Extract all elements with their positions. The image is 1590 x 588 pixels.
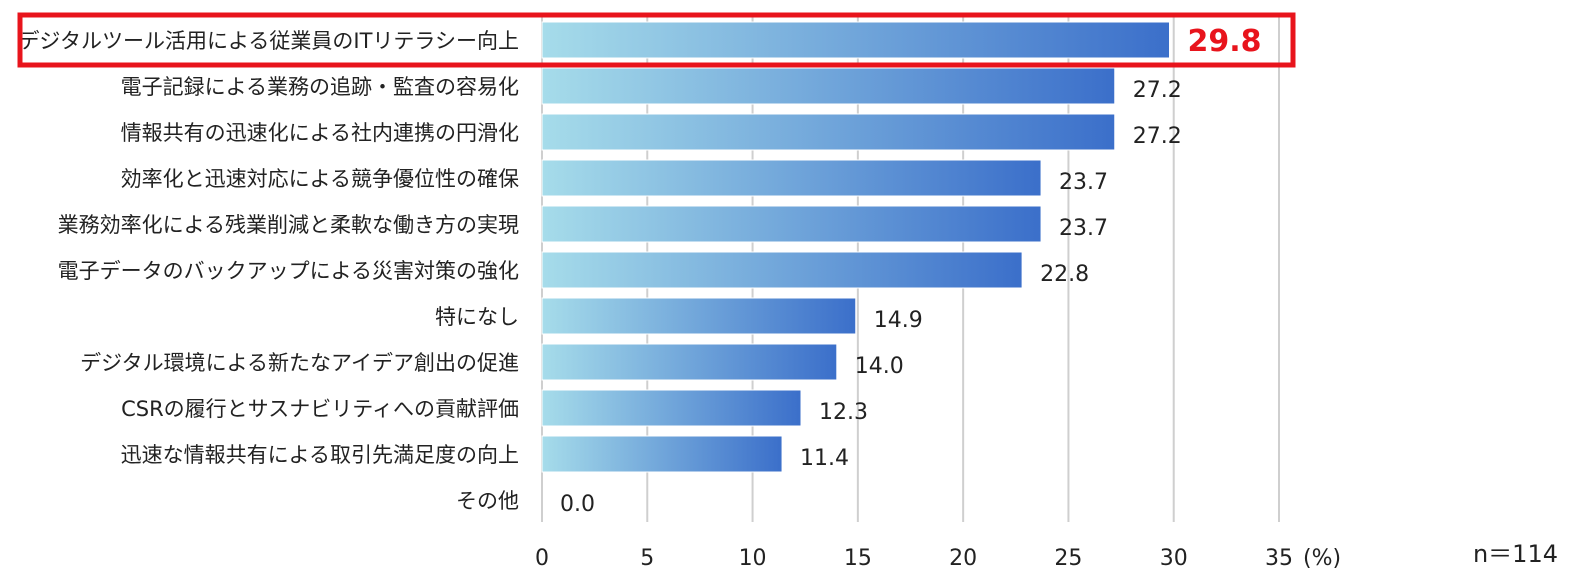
bar [541, 21, 1171, 59]
x-tick-label: 35 [1265, 546, 1293, 571]
data-label: 0.0 [560, 492, 595, 517]
data-label: 27.2 [1133, 78, 1182, 103]
highlight-box [17, 12, 1296, 68]
data-label: 11.4 [800, 446, 849, 471]
x-tick-label: 10 [739, 546, 767, 571]
sample-size-label: n＝114 [1473, 540, 1558, 568]
category-label: 電子記録による業務の追跡・監査の容易化 [121, 75, 519, 99]
category-label: 電子データのバックアップによる災害対策の強化 [58, 259, 519, 283]
data-label: 14.0 [855, 354, 904, 379]
bar [541, 113, 1116, 151]
data-label: 14.9 [874, 308, 923, 333]
bar [541, 205, 1042, 243]
category-label: 情報共有の迅速化による社内連携の円滑化 [121, 121, 519, 145]
category-label: デジタルツール活用による従業員のITリテラシー向上 [18, 29, 519, 53]
labels: デジタルツール活用による従業員のITリテラシー向上 29.8 電子記録による業務の追… [17, 12, 1296, 517]
bar [541, 67, 1116, 105]
x-axis-unit: (%) [1303, 546, 1341, 571]
category-label: デジタル環境による新たなアイデア創出の促進 [80, 351, 519, 375]
data-label: 12.3 [819, 400, 868, 425]
data-label: 23.7 [1059, 170, 1108, 195]
x-tick-label: 20 [949, 546, 977, 571]
data-label: 23.7 [1059, 216, 1108, 241]
data-label: 27.2 [1133, 124, 1182, 149]
bar [541, 159, 1042, 197]
bar [541, 389, 802, 427]
category-label: その他 [456, 489, 519, 513]
category-label: 特になし [435, 305, 519, 329]
bar [541, 297, 857, 335]
x-tick-label: 15 [844, 546, 872, 571]
x-axis: (%) 0 5 10 15 20 25 30 35 [535, 546, 1341, 571]
x-tick-label: 5 [640, 546, 654, 571]
category-label: 効率化と迅速対応による競争優位性の確保 [121, 167, 519, 191]
bars [541, 21, 1171, 473]
bar [541, 343, 838, 381]
category-label: CSRの履行とサスナビリティへの貢献評価 [121, 397, 519, 421]
category-label: 業務効率化による残業削減と柔軟な働き方の実現 [58, 213, 519, 237]
category-label: 迅速な情報共有による取引先満足度の向上 [121, 443, 519, 467]
bar [541, 251, 1023, 289]
bar [541, 435, 783, 473]
x-tick-label: 25 [1054, 546, 1082, 571]
data-label: 22.8 [1040, 262, 1089, 287]
x-tick-label: 0 [535, 546, 549, 571]
data-label: 29.8 [1188, 24, 1262, 59]
x-tick-label: 30 [1160, 546, 1188, 571]
